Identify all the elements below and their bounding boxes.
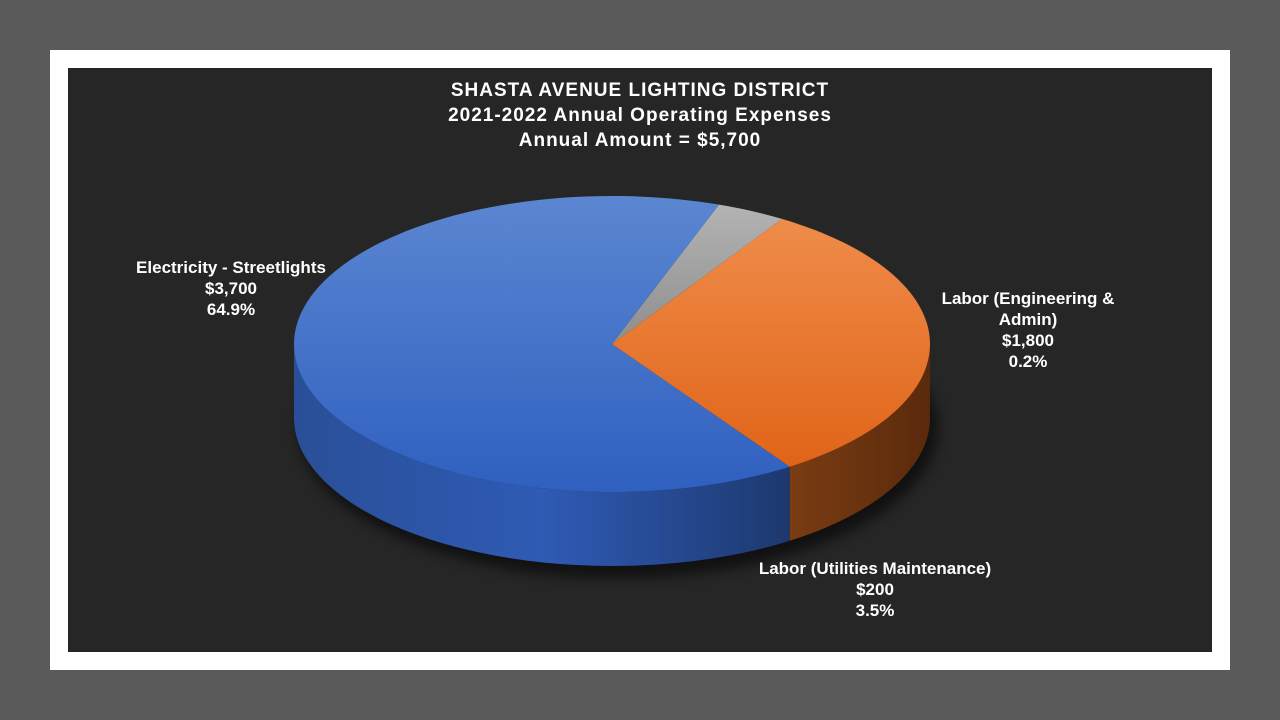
title-line-3: Annual Amount = $5,700: [518, 130, 762, 151]
pie-chart: [294, 196, 938, 578]
slice-engineering-admin-top: [612, 218, 930, 467]
slice-electricity-top: [294, 196, 790, 492]
slice-electricity-side: [294, 344, 790, 567]
data-label-electricity-value: $3,700: [205, 279, 257, 298]
slice-engineering-admin-side: [789, 344, 930, 541]
data-label-electricity: Electricity - Streetlights $3,700 64.9%: [116, 257, 346, 320]
data-label-electricity-percent: 64.9%: [206, 300, 256, 319]
data-label-electricity-name: Electricity - Streetlights: [136, 258, 326, 277]
title-line-1: SHASTA AVENUE LIGHTING DISTRICT: [450, 80, 830, 101]
chart-area: SHASTA AVENUE LIGHTING DISTRICT 2021-202…: [68, 68, 1212, 652]
data-label-engineering-name-line1: Labor (Engineering &: [941, 289, 1115, 308]
chart-title: SHASTA AVENUE LIGHTING DISTRICT 2021-202…: [68, 78, 1212, 153]
data-label-utilities-value: $200: [856, 580, 894, 599]
data-label-utilities: Labor (Utilities Maintenance) $200 3.5%: [740, 558, 1010, 621]
title-line-2: 2021-2022 Annual Operating Expenses: [448, 105, 832, 126]
data-label-utilities-percent: 3.5%: [855, 601, 895, 620]
data-label-utilities-name: Labor (Utilities Maintenance): [758, 559, 992, 578]
data-label-engineering-percent: 0.2%: [1008, 352, 1048, 371]
data-label-engineering-name-line2: Admin): [998, 310, 1058, 329]
data-label-engineering: Labor (Engineering & Admin) $1,800 0.2%: [928, 288, 1128, 372]
data-label-engineering-value: $1,800: [1002, 331, 1054, 350]
slice-utilities-maintenance-top: [612, 204, 782, 344]
